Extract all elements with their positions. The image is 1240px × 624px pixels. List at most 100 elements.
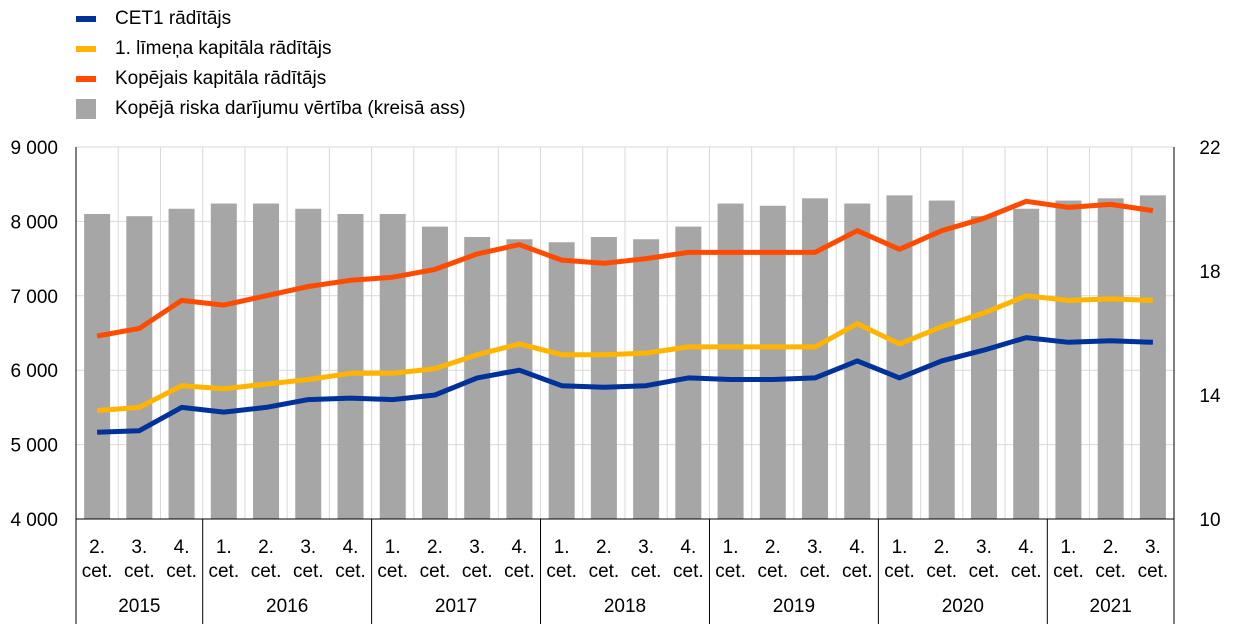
rwa-bar bbox=[590, 237, 617, 520]
rwa-bar bbox=[84, 213, 111, 519]
quarter-tick-label: cet. bbox=[546, 561, 577, 582]
quarter-tick-label: cet. bbox=[926, 561, 957, 582]
rwa-bar bbox=[295, 208, 322, 519]
quarter-tick-label: cet. bbox=[208, 561, 239, 582]
quarter-tick-label: cet. bbox=[715, 561, 746, 582]
quarter-tick-label: 4. bbox=[174, 537, 190, 558]
rwa-bar bbox=[210, 203, 237, 519]
quarter-tick-label: 2. bbox=[258, 537, 274, 558]
quarter-tick-label: 4. bbox=[680, 537, 696, 558]
quarter-tick-label: cet. bbox=[673, 561, 704, 582]
rwa-bar bbox=[379, 213, 406, 519]
quarter-tick-label: 3. bbox=[807, 537, 823, 558]
year-label: 2015 bbox=[118, 596, 160, 617]
quarter-tick-label: cet. bbox=[166, 561, 197, 582]
legend-swatch-rwa bbox=[76, 99, 96, 119]
quarter-tick-label: 1. bbox=[385, 537, 401, 558]
legend-label-tier1: 1. līmeņa kapitāla rādītājs bbox=[115, 38, 332, 59]
quarter-tick-label: 2. bbox=[1103, 537, 1119, 558]
quarter-tick-label: cet. bbox=[1053, 561, 1084, 582]
year-label: 2016 bbox=[266, 596, 308, 617]
left-axis-tick-label: 9 000 bbox=[10, 138, 58, 159]
quarter-tick-label: 1. bbox=[1060, 537, 1076, 558]
quarter-tick-label: cet. bbox=[1138, 561, 1169, 582]
quarter-tick-label: 3. bbox=[469, 537, 485, 558]
rwa-bar bbox=[168, 208, 195, 519]
legend-swatch-tier1 bbox=[76, 46, 96, 52]
rwa-bar bbox=[970, 216, 997, 519]
legend-label-total-capital: Kopējais kapitāla rādītājs bbox=[115, 68, 327, 89]
quarter-tick-label: 1. bbox=[554, 537, 570, 558]
total-capital-line bbox=[96, 198, 1154, 339]
quarter-tick-label: cet. bbox=[1095, 561, 1126, 582]
quarter-tick-label: 2. bbox=[89, 537, 105, 558]
left-axis-tick-label: 7 000 bbox=[10, 287, 58, 308]
legend-swatch-total-capital bbox=[76, 76, 96, 82]
quarter-tick-label: cet. bbox=[124, 561, 155, 582]
quarter-tick-label: 1. bbox=[892, 537, 908, 558]
legend-item-rwa: Kopējā riska darījumu vērtība (kreisā as… bbox=[76, 94, 466, 124]
quarter-tick-label: 4. bbox=[511, 537, 527, 558]
rwa-bar bbox=[1055, 200, 1082, 519]
rwa-bar bbox=[717, 203, 744, 519]
year-label: 2017 bbox=[435, 596, 477, 617]
quarter-tick-label: 3. bbox=[638, 537, 654, 558]
quarter-tick-label: 4. bbox=[849, 537, 865, 558]
quarter-tick-label: 2. bbox=[427, 537, 443, 558]
rwa-bar bbox=[1139, 195, 1166, 520]
rwa-bar bbox=[506, 239, 533, 520]
year-label: 2021 bbox=[1090, 596, 1132, 617]
chart-legend: CET1 rādītājs 1. līmeņa kapitāla rādītāj… bbox=[76, 4, 466, 124]
cet1-line bbox=[97, 335, 1153, 435]
rwa-bar bbox=[126, 216, 153, 519]
quarter-tick-label: cet. bbox=[884, 561, 915, 582]
quarter-tick-label: cet. bbox=[462, 561, 493, 582]
quarter-tick-label: 3. bbox=[300, 537, 316, 558]
quarter-tick-label: 1. bbox=[216, 537, 232, 558]
legend-item-cet1: CET1 rādītājs bbox=[76, 4, 466, 34]
legend-label-cet1: CET1 rādītājs bbox=[115, 8, 232, 29]
quarter-tick-label: cet. bbox=[842, 561, 873, 582]
quarter-tick-label: cet. bbox=[589, 561, 620, 582]
rwa-bar bbox=[421, 226, 448, 519]
tier1-line bbox=[96, 293, 1153, 413]
quarter-tick-label: cet. bbox=[420, 561, 451, 582]
quarter-tick-label: 2. bbox=[934, 537, 950, 558]
quarter-tick-label: cet. bbox=[631, 561, 662, 582]
quarter-tick-label: 3. bbox=[976, 537, 992, 558]
quarter-tick-label: 3. bbox=[1145, 537, 1161, 558]
quarter-tick-label: 3. bbox=[131, 537, 147, 558]
year-label: 2018 bbox=[604, 596, 646, 617]
left-axis-tick-label: 8 000 bbox=[10, 212, 58, 233]
quarter-tick-label: cet. bbox=[293, 561, 324, 582]
quarter-tick-label: cet. bbox=[800, 561, 831, 582]
quarter-tick-label: cet. bbox=[335, 561, 366, 582]
quarter-tick-label: cet. bbox=[251, 561, 282, 582]
rwa-bar bbox=[253, 203, 280, 519]
legend-item-total-capital: Kopējais kapitāla rādītājs bbox=[76, 64, 466, 94]
rwa-bar bbox=[1013, 208, 1040, 519]
legend-swatch-cet1 bbox=[76, 16, 96, 22]
rwa-bar bbox=[633, 239, 660, 520]
quarter-tick-label: cet. bbox=[82, 561, 113, 582]
quarter-tick-label: cet. bbox=[377, 561, 408, 582]
quarter-tick-label: cet. bbox=[504, 561, 535, 582]
left-axis-tick-label: 4 000 bbox=[10, 510, 58, 531]
rwa-bar bbox=[1097, 198, 1124, 519]
year-label: 2020 bbox=[942, 596, 984, 617]
legend-label-rwa: Kopējā riska darījumu vērtība (kreisā as… bbox=[115, 98, 466, 119]
left-axis-tick-label: 5 000 bbox=[10, 436, 58, 457]
quarter-tick-label: cet. bbox=[969, 561, 1000, 582]
left-axis-tick-label: 6 000 bbox=[10, 361, 58, 382]
right-axis-tick-label: 10 bbox=[1199, 510, 1220, 531]
right-axis-tick-label: 22 bbox=[1199, 138, 1220, 159]
quarter-tick-label: 2. bbox=[596, 537, 612, 558]
quarter-tick-label: cet. bbox=[1011, 561, 1042, 582]
legend-item-tier1: 1. līmeņa kapitāla rādītājs bbox=[76, 34, 466, 64]
right-axis-tick-label: 18 bbox=[1199, 262, 1220, 283]
rwa-bar bbox=[759, 205, 786, 519]
rwa-bar bbox=[675, 226, 702, 519]
rwa-bar bbox=[337, 213, 364, 519]
quarter-tick-label: 4. bbox=[1018, 537, 1034, 558]
